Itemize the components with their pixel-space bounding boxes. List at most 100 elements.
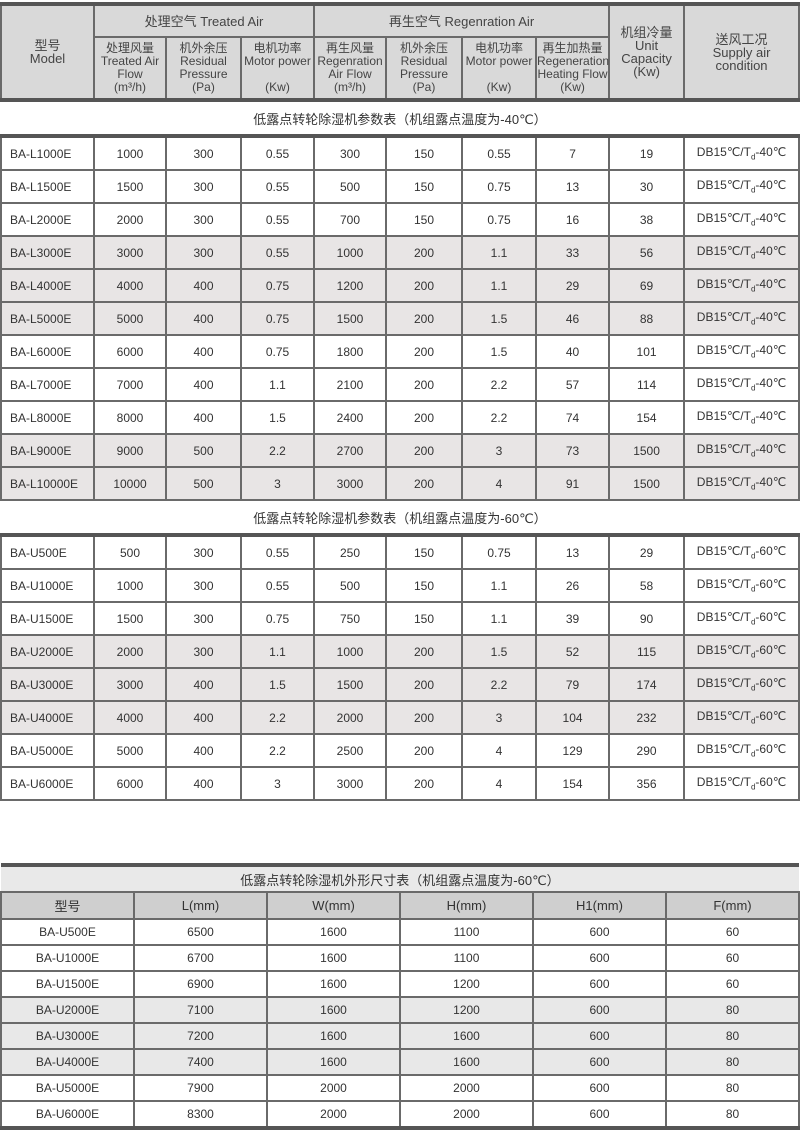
supply-subscript: d — [750, 482, 756, 492]
header-line: Supply air — [712, 44, 771, 60]
value-cell: 750 — [313, 601, 388, 636]
value-cell: 154 — [608, 400, 686, 435]
table-row: BA-L2000E 2000 300 0.55 700 150 0.75 16 38 DB15℃/… — [0, 202, 800, 237]
value-cell: 13 — [535, 534, 611, 570]
supply-subscript: d — [750, 317, 756, 327]
model-cell: BA-U500E — [0, 534, 95, 570]
supply-suffix: -60℃ — [755, 643, 787, 658]
value-cell: 3 — [239, 466, 316, 501]
header-line: (Kw) — [486, 80, 512, 94]
value-cell: 200 — [385, 268, 464, 303]
supply-subscript: d — [750, 584, 756, 594]
value-cell: 600 — [532, 996, 667, 1024]
supply-condition-cell: DB15℃/Td-60℃ — [683, 568, 800, 603]
supply-suffix: -40℃ — [755, 178, 787, 193]
value-cell: 8300 — [133, 1100, 268, 1129]
value-cell: 7 — [535, 135, 611, 171]
supply-condition-cell: DB15℃/Td-40℃ — [683, 334, 800, 369]
value-cell: 60 — [665, 944, 800, 972]
value-cell: 9000 — [93, 433, 167, 468]
model-cell: BA-L6000E — [0, 334, 95, 369]
value-cell: 1000 — [313, 235, 388, 270]
table-row: BA-U2000E 7100 1600 1200 600 80 — [0, 996, 800, 1024]
value-cell: 1500 — [313, 667, 388, 702]
header-line: (Pa) — [192, 80, 215, 94]
supply-suffix: -40℃ — [755, 277, 787, 292]
column-header: 型号 — [0, 891, 135, 920]
header-line: (Kw) — [265, 80, 290, 94]
value-cell: 7900 — [133, 1074, 268, 1102]
dimension-table: 低露点转轮除湿机外形尺寸表（机组露点温度为-60℃） 型号 L(mm) W(mm) H(… — [0, 863, 800, 1130]
value-cell: 400 — [165, 301, 242, 336]
value-cell: 1600 — [399, 1048, 534, 1076]
supply-suffix: -60℃ — [755, 610, 787, 625]
table-row: BA-U3000E 3000 400 1.5 1500 200 2.2 79 174 DB15℃/… — [0, 667, 800, 702]
header-line: Unit — [635, 38, 659, 53]
value-cell: 6000 — [93, 766, 167, 801]
value-cell: 1.5 — [239, 400, 316, 435]
header-line: Residual — [180, 54, 227, 68]
header-line: Pressure — [400, 67, 449, 81]
value-cell: 3000 — [93, 667, 167, 702]
value-cell: 79 — [535, 667, 611, 702]
value-cell: 60 — [665, 970, 800, 998]
value-cell: 1.1 — [461, 235, 538, 270]
value-cell: 2000 — [399, 1074, 534, 1102]
value-cell: 232 — [608, 700, 686, 735]
table-row: BA-L7000E 7000 400 1.1 2100 200 2.2 57 114 DB15℃/… — [0, 367, 800, 402]
value-cell: 7400 — [133, 1048, 268, 1076]
supply-subscript: d — [750, 683, 756, 693]
header-line: 处理风量 — [105, 41, 154, 55]
table-row: BA-U1500E 1500 300 0.75 750 150 1.1 39 90 DB15℃/T… — [0, 601, 800, 636]
supply-subscript: d — [750, 782, 756, 792]
sub-header: 再生加热量 Regeneration Heating Flow (Kw) — [535, 36, 611, 102]
supply-suffix: -60℃ — [755, 775, 787, 790]
model-cell: BA-U1500E — [0, 601, 95, 636]
header-line: 电机功率 — [475, 41, 524, 55]
value-cell: 0.75 — [461, 534, 538, 570]
header-line: Pressure — [179, 67, 228, 81]
supply-prefix: DB15℃/T — [696, 343, 751, 358]
value-cell: 400 — [165, 367, 242, 402]
value-cell: 0.75 — [239, 268, 316, 303]
header-line: Motor power — [465, 54, 533, 68]
model-cell: BA-U4000E — [0, 1048, 135, 1076]
value-cell: 3000 — [313, 466, 388, 501]
value-cell: 200 — [385, 334, 464, 369]
header-line: (Kw) — [560, 80, 585, 94]
value-cell: 500 — [165, 466, 242, 501]
value-cell: 1500 — [608, 466, 686, 501]
table-row: BA-U4000E 4000 400 2.2 2000 200 3 104 232 DB15℃/T… — [0, 700, 800, 735]
model-header: 型号 Model — [0, 3, 95, 101]
model-cell: BA-U2000E — [0, 634, 95, 669]
value-cell: 150 — [385, 135, 464, 171]
supply-suffix: -40℃ — [755, 442, 787, 457]
value-cell: 200 — [385, 700, 464, 735]
supply-suffix: -60℃ — [755, 742, 787, 757]
header-line: 机组冷量 — [620, 25, 673, 40]
model-cell: BA-L1000E — [0, 135, 95, 171]
model-cell: BA-L9000E — [0, 433, 95, 468]
value-cell: 1600 — [399, 1022, 534, 1050]
value-cell: 500 — [313, 568, 388, 603]
supply-condition-cell: DB15℃/Td-40℃ — [683, 169, 800, 204]
supply-subscript: d — [750, 152, 756, 162]
value-cell: 91 — [535, 466, 611, 501]
value-cell: 0.55 — [239, 235, 316, 270]
value-cell: 500 — [93, 534, 167, 570]
value-cell: 3000 — [313, 766, 388, 801]
value-cell: 400 — [165, 766, 242, 801]
value-cell: 400 — [165, 400, 242, 435]
table-row: BA-L4000E 4000 400 0.75 1200 200 1.1 29 69 DB15℃/… — [0, 268, 800, 303]
table-row: BA-U1000E 6700 1600 1100 600 60 — [0, 944, 800, 972]
header-line: 机外余压 — [179, 41, 228, 55]
value-cell: 74 — [535, 400, 611, 435]
value-cell: 19 — [608, 135, 686, 171]
value-cell: 1.1 — [239, 634, 316, 669]
table-row: BA-L6000E 6000 400 0.75 1800 200 1.5 40 101 DB15℃… — [0, 334, 800, 369]
value-cell: 7200 — [133, 1022, 268, 1050]
supply-prefix: DB15℃/T — [696, 709, 751, 724]
header-line: Regenration — [317, 54, 383, 68]
value-cell: 300 — [165, 534, 242, 570]
value-cell: 129 — [535, 733, 611, 768]
